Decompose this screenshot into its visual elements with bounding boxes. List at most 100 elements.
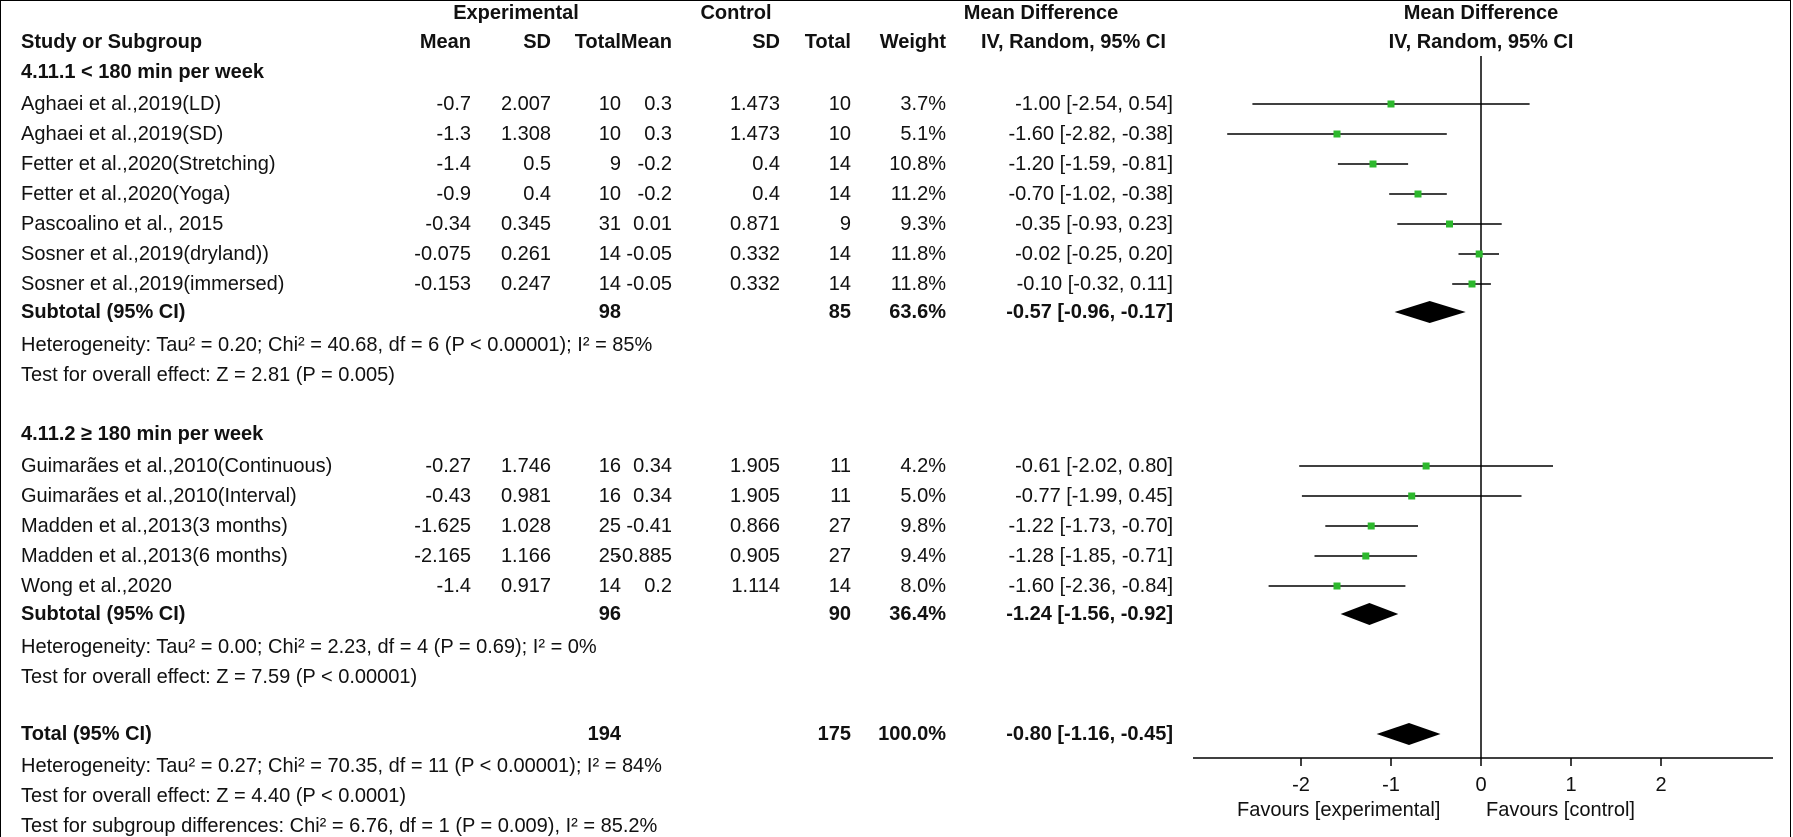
- heterogeneity-text: Heterogeneity: Tau² = 0.00; Chi² = 2.23,…: [21, 636, 597, 658]
- sd-c: 1.114: [731, 575, 780, 597]
- sd-e: 1.308: [500, 123, 551, 145]
- ci: -1.60 [-2.82, -0.38]: [1008, 123, 1173, 145]
- weight: 9.4%: [900, 545, 946, 567]
- mean-e: -0.075: [414, 243, 471, 265]
- total-e: 16: [598, 485, 621, 507]
- sd-e: 2.007: [500, 93, 551, 115]
- weight: 9.3%: [900, 213, 946, 235]
- total-c: 10: [828, 93, 851, 115]
- mean-e: -1.4: [436, 153, 471, 175]
- x-tick-label: 2: [1655, 774, 1666, 796]
- sd-c: 1.905: [729, 455, 780, 477]
- weight: 5.0%: [900, 485, 946, 507]
- total-c: 14: [828, 243, 851, 265]
- subgroup-differences-text: Test for subgroup differences: Chi² = 6.…: [21, 815, 658, 837]
- mean-e: -0.34: [425, 213, 471, 235]
- sd-c: 0.905: [729, 545, 780, 567]
- total-diamond: [1376, 723, 1441, 745]
- mean-c: 0.2: [644, 575, 672, 597]
- mean-e: -0.9: [436, 183, 471, 205]
- ci: -1.22 [-1.73, -0.70]: [1008, 515, 1173, 537]
- mean-c: -0.05: [626, 243, 672, 265]
- total-weight: 100.0%: [878, 723, 946, 745]
- study-name: Guimarães et al.,2010(Interval): [21, 485, 297, 507]
- ci: -0.77 [-1.99, 0.45]: [1015, 485, 1173, 507]
- total-c: 14: [828, 153, 851, 175]
- mean-c: 0.01: [633, 213, 672, 235]
- subtotal-ci: -1.24 [-1.56, -0.92]: [1006, 603, 1173, 625]
- weight: 11.2%: [890, 183, 946, 205]
- total-e: 10: [598, 123, 621, 145]
- sd-c: 1.473: [729, 93, 780, 115]
- ci: -1.20 [-1.59, -0.81]: [1008, 153, 1173, 175]
- mean-c: 0.3: [644, 123, 672, 145]
- mean-difference-header: Mean Difference: [963, 2, 1119, 24]
- heterogeneity-text: Heterogeneity: Tau² = 0.20; Chi² = 40.68…: [21, 334, 653, 356]
- sd-e: 0.261: [500, 243, 551, 265]
- study-effect-marker: [1446, 220, 1453, 228]
- total-e: 14: [598, 273, 621, 295]
- ci: -0.70 [-1.02, -0.38]: [1008, 183, 1173, 205]
- control-header: Control: [700, 2, 772, 24]
- total-total-e: 194: [587, 723, 621, 745]
- study-name: Fetter et al.,2020(Yoga): [21, 183, 231, 205]
- subtotal-total-e: 96: [598, 603, 621, 625]
- ci: -0.61 [-2.02, 0.80]: [1015, 455, 1173, 477]
- sd-c: 1.905: [729, 485, 780, 507]
- study-effect-marker: [1387, 100, 1395, 108]
- total-e: 25: [598, 545, 621, 567]
- mean-e: -0.43: [425, 485, 471, 507]
- study-name: Madden et al.,2013(3 months): [21, 515, 288, 537]
- subtotal-total-c: 85: [828, 301, 851, 323]
- sd-c: 0.871: [729, 213, 780, 235]
- study-name: Madden et al.,2013(6 months): [21, 545, 288, 567]
- ci: -0.10 [-0.32, 0.11]: [1016, 273, 1173, 295]
- total-c: 27: [828, 545, 851, 567]
- subgroup-2-title: 4.11.2 ≥ 180 min per week: [21, 423, 264, 445]
- sd-e: 1.166: [500, 545, 551, 567]
- study-name: Aghaei et al.,2019(LD): [21, 93, 222, 115]
- study-effect-marker: [1414, 190, 1422, 198]
- sd-e: 0.917: [500, 575, 551, 597]
- sd-c: 0.332: [729, 243, 780, 265]
- weight: 10.8%: [889, 153, 946, 175]
- subtotal-ci: -0.57 [-0.96, -0.17]: [1006, 301, 1173, 323]
- x-tick-label: 0: [1475, 774, 1486, 796]
- study-name: Guimarães et al.,2010(Continuous): [21, 455, 333, 477]
- study-effect-marker: [1333, 582, 1341, 590]
- total-c-header: Total: [804, 31, 851, 53]
- total-e: 14: [598, 575, 621, 597]
- total-overall-effect-text: Test for overall effect: Z = 4.40 (P < 0…: [21, 785, 407, 807]
- study-effect-marker: [1369, 160, 1377, 168]
- sd-e: 1.746: [500, 455, 551, 477]
- study-effect-marker: [1408, 492, 1416, 500]
- mean-c: -0.41: [626, 515, 672, 537]
- weight: 5.1%: [900, 123, 946, 145]
- weight: 11.8%: [890, 273, 946, 295]
- subgroup-1-title: 4.11.1 < 180 min per week: [21, 61, 264, 83]
- total-c: 27: [828, 515, 851, 537]
- weight-header: Weight: [879, 31, 946, 53]
- mean-c: 0.34: [633, 455, 672, 477]
- total-e: 25: [598, 515, 621, 537]
- total-e: 14: [598, 243, 621, 265]
- subtotal-weight: 36.4%: [889, 603, 946, 625]
- x-tick-label: -1: [1382, 774, 1400, 796]
- total-c: 11: [830, 455, 851, 477]
- total-c: 9: [839, 213, 851, 235]
- total-e: 9: [609, 153, 621, 175]
- sd-c: 0.4: [752, 183, 780, 205]
- mean-e: -1.4: [436, 575, 471, 597]
- total-ci: -0.80 [-1.16, -0.45]: [1006, 723, 1173, 745]
- study-name: Sosner et al.,2019(dryland)): [21, 243, 269, 265]
- mean-e: -0.27: [425, 455, 471, 477]
- total-e: 16: [598, 455, 621, 477]
- study-effect-marker: [1468, 280, 1476, 288]
- plot-mean-difference-header: Mean Difference: [1403, 2, 1559, 24]
- sd-e: 0.5: [523, 153, 551, 175]
- sd-e: 0.247: [500, 273, 551, 295]
- mean-c: -0.2: [637, 153, 672, 175]
- study-header: Study or Subgroup: [21, 31, 203, 53]
- total-c: 11: [830, 485, 851, 507]
